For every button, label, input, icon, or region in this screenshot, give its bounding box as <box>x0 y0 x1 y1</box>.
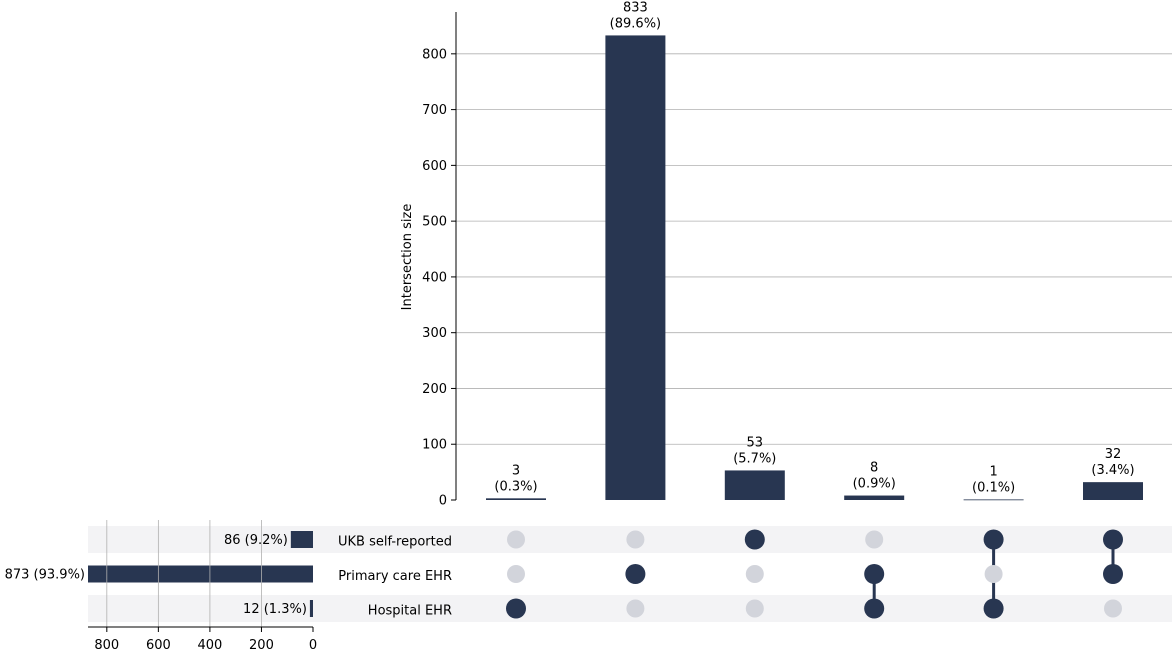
intersection-bar <box>963 499 1024 501</box>
set-axis-tick-label: 600 <box>146 638 171 651</box>
y-tick-label: 300 <box>422 326 447 341</box>
matrix-dot-active <box>1103 564 1123 584</box>
matrix-dot-active <box>864 598 885 619</box>
y-tick-label: 500 <box>422 215 447 230</box>
matrix-dot-inactive <box>626 599 645 618</box>
y-tick-label: 800 <box>422 47 447 62</box>
matrix-dot-inactive <box>865 530 884 549</box>
set-axis-tick-label: 200 <box>249 638 274 651</box>
matrix-dot-inactive <box>1104 599 1122 618</box>
y-tick-label: 400 <box>422 270 447 285</box>
bar-percent-label: (0.3%) <box>494 479 537 494</box>
y-axis-title: Intersection size <box>400 204 415 311</box>
bar-count-label: 53 <box>747 435 764 450</box>
set-size-label: 12 (1.3%) <box>243 602 307 617</box>
set-size-bar <box>88 565 313 583</box>
matrix-dot-active <box>744 529 765 550</box>
y-tick-label: 0 <box>439 494 447 509</box>
intersection-bar <box>605 35 666 500</box>
intersection-bar <box>724 470 785 500</box>
bar-percent-label: (0.9%) <box>853 477 896 492</box>
matrix-dot-active <box>983 598 1004 619</box>
matrix-dot-active <box>983 529 1004 550</box>
matrix-dot-inactive <box>507 530 525 549</box>
set-size-label: 873 (93.9%) <box>5 568 85 583</box>
bar-count-label: 3 <box>512 463 520 478</box>
set-size-bar <box>290 531 313 548</box>
matrix-dot-inactive <box>745 565 764 583</box>
set-axis-tick-label: 400 <box>197 638 222 651</box>
bar-percent-label: (5.7%) <box>733 451 776 466</box>
bar-count-label: 32 <box>1105 447 1122 462</box>
set-name-label: UKB self-reported <box>338 535 452 550</box>
matrix-dot-inactive <box>745 599 764 618</box>
y-tick-label: 600 <box>422 159 447 174</box>
matrix-dot-active <box>506 598 526 619</box>
set-size-bar <box>309 600 313 617</box>
intersection-bar <box>486 498 546 500</box>
bar-percent-label: (0.1%) <box>972 480 1015 495</box>
matrix-dot-active <box>1103 529 1123 550</box>
set-axis-tick-label: 0 <box>309 638 317 651</box>
y-tick-label: 200 <box>422 382 447 397</box>
set-size-label: 86 (9.2%) <box>224 533 288 548</box>
bar-percent-label: (89.6%) <box>610 16 661 31</box>
intersection-bar <box>844 495 905 500</box>
set-axis-tick-label: 800 <box>94 638 119 651</box>
y-tick-label: 100 <box>422 438 447 453</box>
matrix-dot-inactive <box>984 565 1003 583</box>
matrix-dot-active <box>864 564 885 584</box>
matrix-dot-inactive <box>626 530 645 549</box>
y-tick-label: 700 <box>422 103 447 118</box>
intersection-bar <box>1083 482 1143 500</box>
bar-count-label: 8 <box>870 461 878 476</box>
matrix-dot-active <box>625 564 646 584</box>
set-name-label: Hospital EHR <box>368 604 452 619</box>
matrix-dot-inactive <box>507 565 525 583</box>
bar-count-label: 1 <box>989 464 997 479</box>
bar-count-label: 833 <box>623 0 648 15</box>
bar-percent-label: (3.4%) <box>1091 463 1134 478</box>
set-name-label: Primary care EHR <box>338 569 452 584</box>
